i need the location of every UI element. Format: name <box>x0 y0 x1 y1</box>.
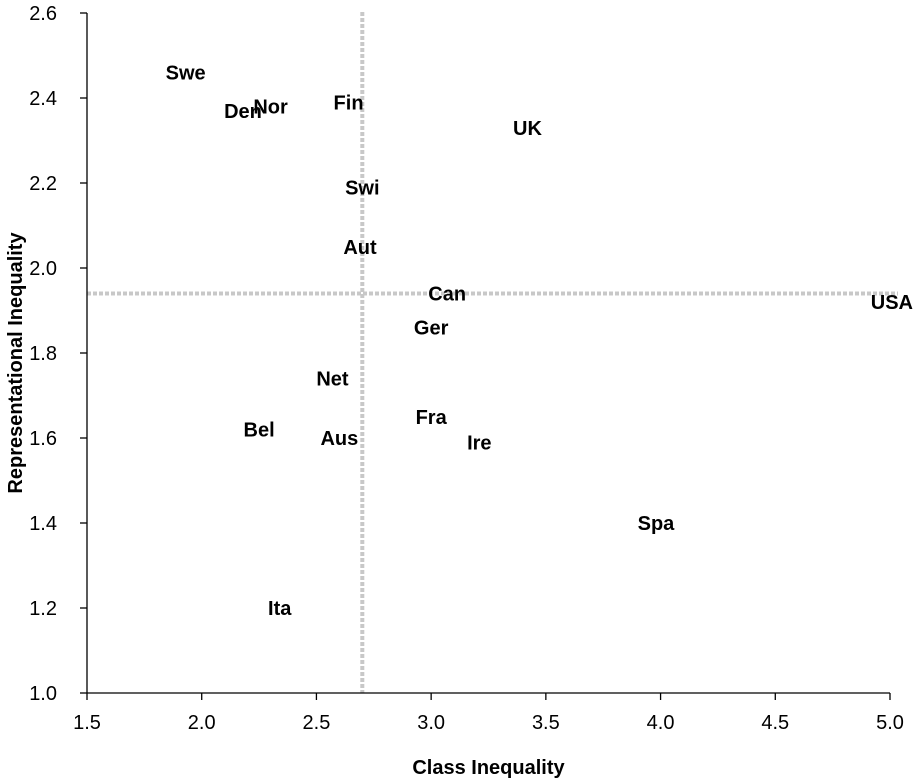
x-tick-label: 1.5 <box>73 712 101 734</box>
x-tick-label: 4.5 <box>761 712 789 734</box>
point-label: Ire <box>467 432 491 454</box>
point-label: Ita <box>268 598 292 620</box>
point-label: Aut <box>343 237 377 259</box>
y-tick-label: 1.8 <box>29 343 57 365</box>
point-label: Ger <box>414 318 449 340</box>
reference-lines <box>87 12 898 693</box>
y-tick-label: 1.4 <box>29 513 57 535</box>
x-tick-label: 3.5 <box>532 712 560 734</box>
y-ticks: 1.0 1.2 1.4 1.6 1.8 2.0 2.2 2.4 2.6 <box>29 3 87 705</box>
axes <box>86 13 890 694</box>
point-label: Can <box>428 284 466 306</box>
point-label: Den <box>224 101 262 123</box>
y-tick-label: 1.0 <box>29 683 57 705</box>
y-tick-label: 1.2 <box>29 598 57 620</box>
point-label: Aus <box>320 428 358 450</box>
point-label: USA <box>871 292 913 314</box>
point-label: Swi <box>345 177 379 199</box>
point-label: UK <box>513 118 542 140</box>
y-tick-label: 1.6 <box>29 428 57 450</box>
point-label: Bel <box>244 420 275 442</box>
x-tick-label: 2.5 <box>303 712 331 734</box>
x-tick-label: 3.0 <box>417 712 445 734</box>
y-axis-title: Representational Inequality <box>5 232 27 494</box>
x-tick-label: 4.0 <box>647 712 675 734</box>
point-label: Fra <box>416 407 448 429</box>
point-label: Spa <box>638 513 676 535</box>
point-label: Net <box>316 369 349 391</box>
y-tick-label: 2.4 <box>29 88 57 110</box>
x-axis-title: Class Inequality <box>412 757 565 779</box>
y-tick-label: 2.6 <box>29 3 57 25</box>
x-tick-label: 5.0 <box>876 712 904 734</box>
x-ticks: 1.5 2.0 2.5 3.0 3.5 4.0 4.5 5.0 <box>73 693 904 734</box>
point-label: Nor <box>253 97 288 119</box>
point-label: Fin <box>334 92 364 114</box>
y-tick-label: 2.2 <box>29 173 57 195</box>
point-label: Swe <box>166 63 206 85</box>
y-tick-label: 2.0 <box>29 258 57 280</box>
x-tick-label: 2.0 <box>188 712 216 734</box>
